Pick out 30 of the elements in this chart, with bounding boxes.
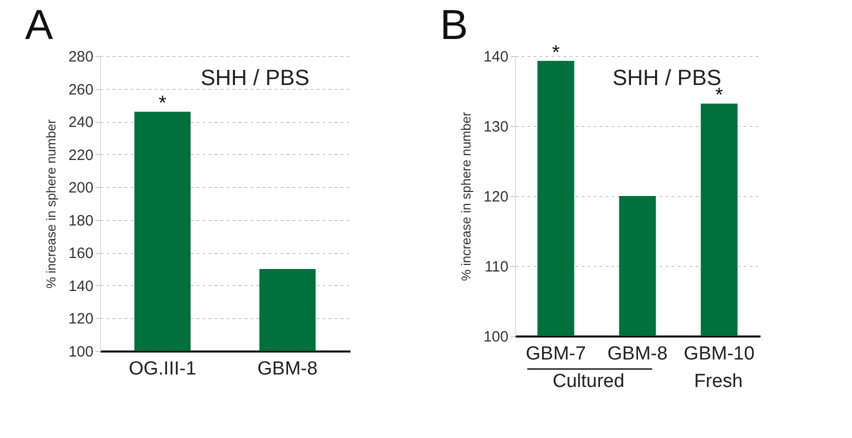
y-axis-title: % increase in sphere number bbox=[43, 118, 58, 289]
y-tick-label: 120 bbox=[483, 188, 508, 206]
y-tick-label: 130 bbox=[483, 118, 508, 136]
x-tick-label: GBM-7 bbox=[526, 344, 586, 364]
y-tick-label: 240 bbox=[68, 114, 94, 132]
y-tick-label: 120 bbox=[68, 310, 94, 328]
text: Cultured bbox=[552, 371, 624, 392]
x-tick-label: GBM-10 bbox=[684, 344, 755, 364]
text: Fresh bbox=[694, 371, 743, 392]
y-tick-label: 110 bbox=[484, 258, 508, 276]
y-tick-label: 160 bbox=[68, 245, 94, 262]
y-tick-label: 140 bbox=[68, 278, 94, 295]
y-tick-label: 100 bbox=[483, 328, 508, 346]
annotation: * bbox=[715, 84, 724, 107]
y-tick-label: 140 bbox=[483, 48, 508, 66]
x-tick-label: GBM-8 bbox=[607, 344, 668, 364]
x-tick-label: GBM-8 bbox=[257, 358, 318, 380]
text: B bbox=[440, 1, 468, 48]
y-tick-label: 260 bbox=[68, 81, 94, 98]
text: A bbox=[25, 1, 54, 48]
y-tick-label: 100 bbox=[68, 344, 94, 360]
annotation: * bbox=[552, 42, 560, 64]
chart-title: SHH / PBS bbox=[200, 65, 310, 90]
y-tick-label: 200 bbox=[68, 180, 94, 197]
y-tick-label: 220 bbox=[68, 146, 94, 164]
y-tick-label: 180 bbox=[68, 212, 94, 230]
annotation: * bbox=[158, 92, 167, 115]
y-axis-title: % increase in sphere number bbox=[458, 111, 474, 282]
x-tick-label: OG.III-1 bbox=[128, 358, 196, 380]
y-tick-label: 280 bbox=[68, 48, 94, 66]
